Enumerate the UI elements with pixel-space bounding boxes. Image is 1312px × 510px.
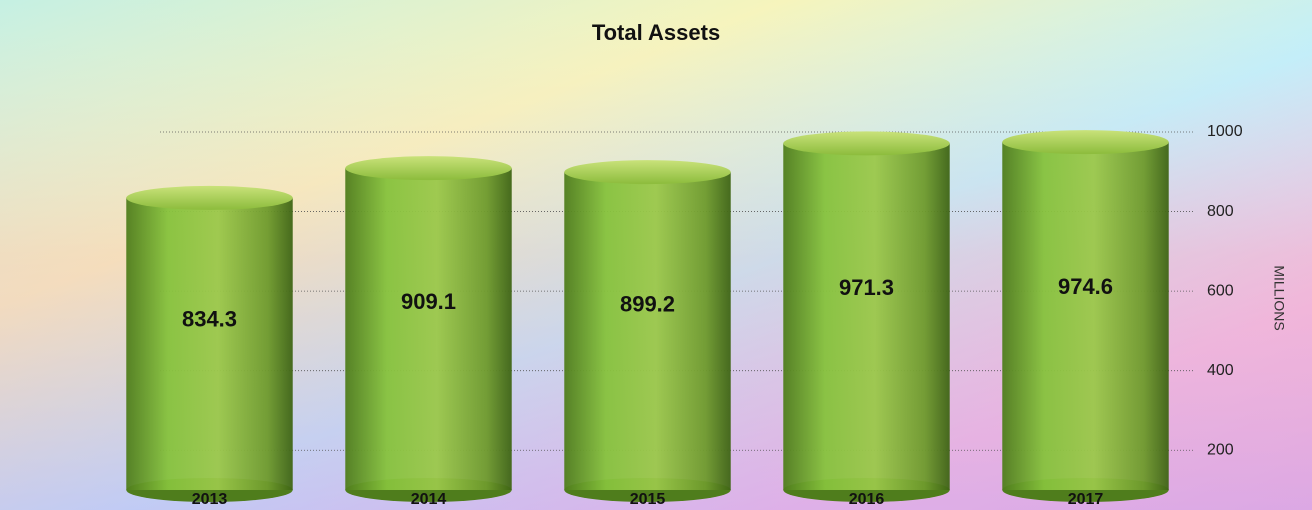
chart-title: Total Assets (592, 20, 720, 45)
data-label: 834.3 (182, 306, 237, 331)
x-tick-label: 2017 (1068, 491, 1104, 508)
bar (783, 143, 950, 490)
y-tick-label: 200 (1207, 441, 1234, 458)
data-label: 899.2 (620, 291, 675, 316)
bar (126, 197, 293, 490)
y-tick-label: 600 (1207, 282, 1234, 299)
bar-top (345, 156, 512, 181)
x-tick-label: 2016 (849, 491, 885, 508)
y-axis-label: MILLIONS (1271, 265, 1287, 330)
bar-top (564, 160, 731, 185)
data-label: 909.1 (401, 289, 456, 314)
bar-top (126, 185, 293, 210)
x-tick-label: 2013 (192, 491, 228, 508)
x-tick-label: 2015 (630, 491, 666, 508)
bar-top (1002, 130, 1169, 155)
bar (1002, 142, 1169, 490)
bar-top (783, 131, 950, 156)
y-tick-label: 1000 (1207, 123, 1243, 140)
y-tick-label: 400 (1207, 362, 1234, 379)
bar (564, 172, 731, 490)
y-tick-label: 800 (1207, 203, 1234, 220)
bar (345, 168, 512, 490)
x-tick-label: 2014 (411, 491, 447, 508)
data-label: 971.3 (839, 275, 894, 300)
data-label: 974.6 (1058, 274, 1113, 299)
